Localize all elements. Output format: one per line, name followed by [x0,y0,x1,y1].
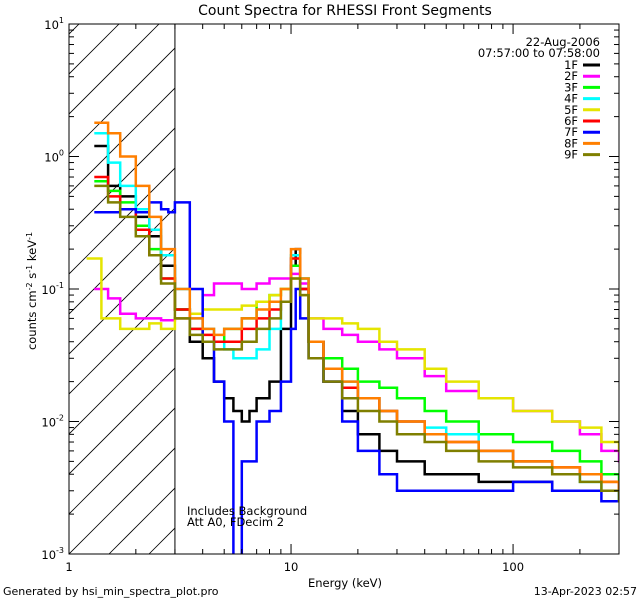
y-label-exp-2: -1 [25,265,34,273]
excluded-energy-hatch [69,24,175,554]
legend-label-7F: 7F [564,125,578,139]
y-tick-label: 100 [44,149,64,165]
axis-ticks: 1 10 100 10-3 10-2 10-1 100 101 [41,16,620,574]
series-lines [86,121,619,554]
y-label-mid: s [25,273,39,283]
y-tick-label: 10-2 [41,414,64,430]
y-label-main: counts cm [25,290,39,350]
series-3F [94,180,619,493]
series-7F [94,201,619,554]
hatch-line [69,87,175,195]
y-label-exp-1: -2 [25,282,34,290]
time-range-label: 07:57:00 to 07:58:00 [478,46,600,60]
hatch-line [69,24,120,75]
legend-label-3F: 3F [564,80,578,94]
x-axis-label: Energy (keV) [308,576,382,590]
hatch-line [69,327,175,435]
hatch-line [69,407,175,515]
legend-label-4F: 4F [564,92,578,106]
legend-label-9F: 9F [564,148,578,162]
annotation-attenuator: Att A0, FDecim 2 [187,515,284,529]
hatch-line [69,367,175,475]
hatch-line [69,207,175,315]
generation-timestamp: 13-Apr-2023 02:57 [534,585,637,598]
series-6F [94,175,619,493]
hatch-line [69,127,175,235]
generated-by: Generated by hsi_min_spectra_plot.pro [3,585,219,598]
y-tick-label: 10-3 [41,546,64,562]
x-tick-label: 100 [502,560,524,574]
series-1F [94,144,619,503]
legend-label-8F: 8F [564,136,578,150]
chart-title: Count Spectra for RHESSI Front Segments [198,3,492,19]
legend-label-2F: 2F [564,69,578,83]
legend-label-5F: 5F [564,103,578,117]
y-label-exp-3: -1 [25,232,34,240]
legend-label-6F: 6F [564,114,578,128]
hatch-line [69,47,175,155]
hatch-line [69,24,160,115]
y-label-end: keV [25,240,39,265]
x-tick-label: 1 [65,560,72,574]
y-tick-label: 101 [44,16,64,32]
series-9F [94,184,619,503]
legend-label-1F: 1F [564,58,578,72]
annotation-background: Includes Background [187,504,307,518]
x-tick-label: 10 [284,560,299,574]
y-axis-label: counts cm-2 s-1 keV-1 [25,232,39,350]
hatch-line [69,24,80,35]
y-tick-label: 10-1 [41,281,64,297]
hatch-line [69,247,175,355]
series-8F [94,121,619,493]
plot-frame [68,23,620,555]
date-label: 22-Aug-2006 [526,35,600,49]
hatch-line [69,447,175,554]
